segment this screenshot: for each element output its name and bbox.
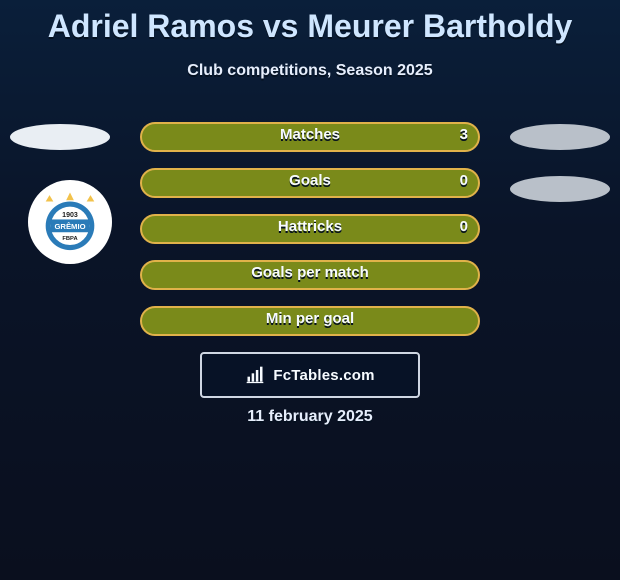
snapshot-date: 11 february 2025 xyxy=(0,408,620,426)
stat-row: Hattricks0 xyxy=(0,214,620,260)
stat-row: Matches3 xyxy=(0,122,620,168)
stat-label: Goals per match xyxy=(140,264,480,281)
page-subtitle: Club competitions, Season 2025 xyxy=(0,62,620,80)
stat-label: Hattricks xyxy=(140,218,480,235)
brand-badge[interactable]: FcTables.com xyxy=(200,352,420,398)
stat-label: Min per goal xyxy=(140,310,480,327)
comparison-card: Adriel Ramos vs Meurer Bartholdy Club co… xyxy=(0,0,620,580)
stat-row: Goals per match xyxy=(0,260,620,306)
stat-label: Goals xyxy=(140,172,480,189)
stat-value-right: 3 xyxy=(460,126,468,143)
stat-row: Goals0 xyxy=(0,168,620,214)
stat-label: Matches xyxy=(140,126,480,143)
stat-row: Min per goal xyxy=(0,306,620,352)
bar-chart-icon xyxy=(245,365,265,385)
stat-value-right: 0 xyxy=(460,218,468,235)
page-title: Adriel Ramos vs Meurer Bartholdy xyxy=(0,8,620,45)
stats-rows: Matches3Goals0Hattricks0Goals per matchM… xyxy=(0,122,620,352)
stat-value-right: 0 xyxy=(460,172,468,189)
brand-text: FcTables.com xyxy=(273,367,374,384)
